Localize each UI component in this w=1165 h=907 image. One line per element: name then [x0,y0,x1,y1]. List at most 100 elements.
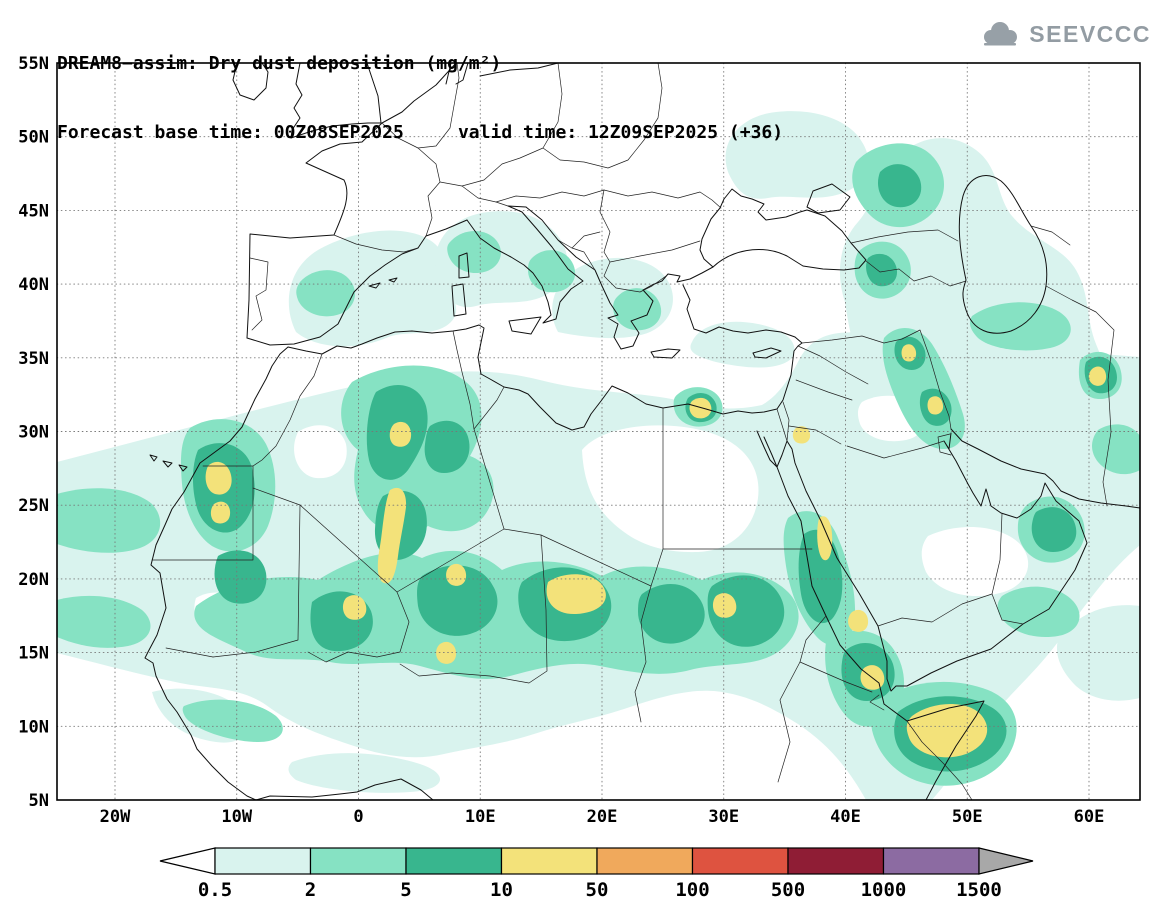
dust-region [342,595,367,620]
coastline-path [451,283,467,317]
coastline-path [246,63,457,339]
lon-tick-label: 20E [587,807,618,827]
border-path [473,386,505,430]
border-path [799,661,873,693]
border-path [307,591,410,663]
colorbar-segment [309,847,407,875]
lat-tick-label: 30N [18,423,49,443]
dust-region [436,641,457,664]
title-line-2: Forecast base time: 00Z08SEP2025 valid t… [57,122,784,143]
lon-tick-label: 30E [708,807,739,827]
coastline-path [445,63,469,85]
lat-tick-label: 15N [18,644,49,664]
lat-tick-label: 35N [18,349,49,369]
border-path [417,147,441,237]
border-path [151,465,254,561]
dust-hole [294,425,347,479]
lon-tick-label: 50E [952,807,983,827]
border-path [542,63,663,169]
coastline-path [650,348,681,359]
dust-region [1088,366,1107,386]
colorbar-tick-label: 1500 [956,879,1002,901]
border-path [599,189,701,263]
colorbar-segment [691,847,789,875]
dust-region [817,516,833,561]
border-path [801,329,952,430]
border-path [877,593,1024,627]
dust-region [690,321,795,368]
colorbar-tick-label: 50 [586,879,609,901]
dust-region [798,529,843,624]
border-path [782,401,790,442]
border-path [249,257,269,331]
dust-region [877,164,922,208]
lon-tick-label: 20W [100,807,131,827]
country-borders [151,63,1115,800]
colorbar-tick-label: 500 [771,879,805,901]
border-path [1045,285,1115,507]
coastline-path [752,347,782,359]
coastline-path [958,175,1048,334]
lat-tick-label: 20N [18,570,49,590]
coastline-path [144,284,803,800]
border-path [634,585,652,723]
dust-region [424,420,470,473]
lat-tick-label: 40N [18,275,49,295]
dust-region [638,584,705,644]
lon-tick-label: 10W [221,807,252,827]
axis-labels: 55N 50N 45N 40N 35N 30N 25N 20N 15N 10N 5N 20W 10W 0 1… [18,54,1104,827]
border-path [797,345,869,385]
dust-region [447,231,501,274]
lon-tick-label: 60E [1074,807,1105,827]
dust-region [377,487,407,584]
dust-region [210,501,231,524]
dust-hole [582,425,759,553]
colorbar-tick-label: 0.5 [198,879,232,901]
colorbar-tick-label: 1000 [861,879,907,901]
border-path [212,487,301,658]
lon-tick-label: 0 [353,807,363,827]
border-path [557,239,596,271]
dust-region [288,230,457,347]
dust-region [57,488,161,553]
cloud-icon [984,22,1018,46]
dust-region [901,344,917,362]
lat-tick-label: 50N [18,128,49,148]
dust-region [288,753,441,793]
colorbar-tick-label: 5 [400,879,411,901]
border-path [776,408,788,442]
dust-region [707,575,785,647]
colorbar-segment [596,847,694,875]
lat-tick-label: 25N [18,496,49,516]
border-path [869,694,885,711]
border-path [1030,225,1071,246]
dust-region [528,250,576,293]
title-line-1: DREAM8−assim: Dry dust deposition (mg/m²… [57,53,502,74]
border-path [461,185,509,207]
border-path [850,229,959,244]
colorbar-segment [405,847,503,875]
title-block: DREAM8−assim: Dry dust deposition (mg/m²… [57,6,783,190]
border-path [603,261,667,293]
dust-region [214,550,267,604]
coastline-path [950,428,1140,509]
border-path [865,260,967,287]
border-path [603,189,722,209]
dust-region [546,574,606,615]
border-path [991,513,1003,595]
border-path [788,425,842,445]
lat-tick-label: 45N [18,201,49,221]
seevccc-logo: SEEVCCC [978,20,1151,48]
dust-region [927,396,944,415]
colorbar-tick-label: 10 [490,879,513,901]
border-path [399,534,548,684]
coastline-path [508,316,542,335]
border-path [452,330,505,530]
border-path [165,647,214,658]
coastline-path [255,778,434,800]
coastline-path [290,63,382,139]
colorbar-legend: 0.5 2 5 10 50 100 500 1000 1500 [159,847,1034,901]
colorbar-arrow-left [159,847,216,875]
dust-region [57,595,151,648]
